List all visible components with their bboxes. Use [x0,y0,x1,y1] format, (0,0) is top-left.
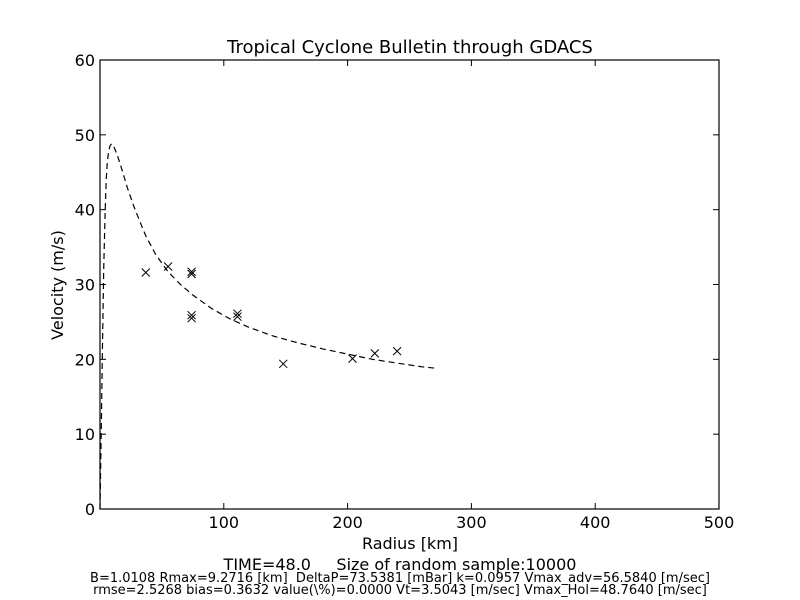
plot-frame [99,59,720,510]
fitted-velocity-curve [99,142,437,510]
scatter-points-layer [141,262,402,369]
y-tick-label: 30 [75,276,95,295]
x-tick-label: 500 [704,513,735,532]
chart-title: Tropical Cyclone Bulletin through GDACS [226,37,593,58]
y-tick-label: 60 [75,51,95,70]
y-tick-label: 0 [85,500,95,519]
x-tick-label: 100 [209,513,240,532]
scatter-point [187,267,196,277]
x-tick-label: 300 [456,513,487,532]
y-tick-label: 40 [75,201,95,220]
y-tick-label: 10 [75,425,95,444]
scatter-point [187,310,196,320]
x-tick-label: 400 [580,513,611,532]
y-tick-label: 20 [75,350,95,369]
y-axis-label: Velocity (m/s) [48,230,67,340]
axis-ticks: 100 200 300 400 500 0 10 20 30 40 50 60 [75,51,735,532]
scatter-point [163,262,173,271]
fitted-curve-layer [99,142,437,510]
footer-params-line: B=1.0108 Rmax=9.2716 [km] DeltaP=73.5381… [90,571,710,586]
y-tick-label: 50 [75,126,95,145]
footer-stats-line: rmse=2.5268 bias=0.3632 value(\%)=0.0000… [93,583,707,598]
scatter-point [187,269,196,279]
scatter-point [141,268,151,277]
scatter-point [392,346,402,356]
x-axis-label: Radius [km] [362,534,458,553]
scatter-point [370,348,380,358]
x-tick-label: 200 [332,513,363,532]
footer-time-line: TIME=48.0 Size of random sample:10000 [223,555,577,574]
scatter-point [278,359,288,369]
scatter-point [233,312,242,322]
scatter-point [348,354,357,363]
scatter-point [187,313,196,323]
scatter-point [233,309,242,319]
